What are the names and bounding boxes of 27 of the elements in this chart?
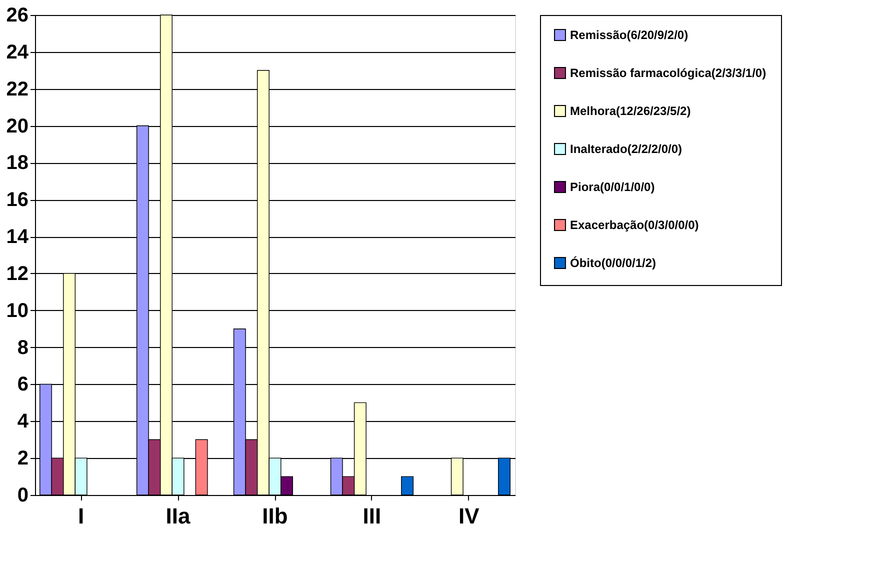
y-tick-label: 22	[6, 78, 28, 100]
legend-label: Remissão farmacológica(2/3/3/1/0)	[570, 66, 766, 80]
y-tick-label: 26	[6, 4, 28, 26]
legend-label: Inalterado(2/2/2/0/0)	[570, 142, 682, 156]
x-tick-label: IIa	[166, 504, 192, 528]
y-tick-label: 20	[6, 115, 28, 138]
y-tick-label: 10	[6, 300, 28, 322]
y-tick-label: 2	[17, 448, 28, 470]
x-tick-label: IV	[458, 504, 480, 528]
legend-label: Remissão(6/20/9/2/0)	[570, 28, 688, 42]
legend-label: Piora(0/0/1/0/0)	[570, 180, 655, 194]
y-tick-label: 24	[6, 41, 30, 64]
bar	[401, 476, 414, 496]
x-tick-label: IIb	[262, 504, 288, 528]
x-tick-label: III	[362, 504, 382, 528]
legend-label: Exacerbação(0/3/0/0/0)	[570, 218, 699, 232]
legend-label: Melhora(12/26/23/5/2)	[570, 104, 691, 118]
y-tick-label: 16	[6, 189, 28, 212]
y-tick-label: 0	[17, 484, 28, 506]
y-tick-label: 4	[17, 410, 30, 433]
y-tick-label: 12	[6, 262, 28, 285]
y-tick-label: 18	[6, 152, 28, 174]
y-tick-label: 6	[17, 374, 28, 396]
legend-label: Óbito(0/0/0/1/2)	[570, 256, 656, 270]
y-tick-label: 14	[6, 226, 30, 248]
x-tick-label: I	[78, 504, 84, 528]
y-tick-label: 8	[17, 336, 28, 359]
